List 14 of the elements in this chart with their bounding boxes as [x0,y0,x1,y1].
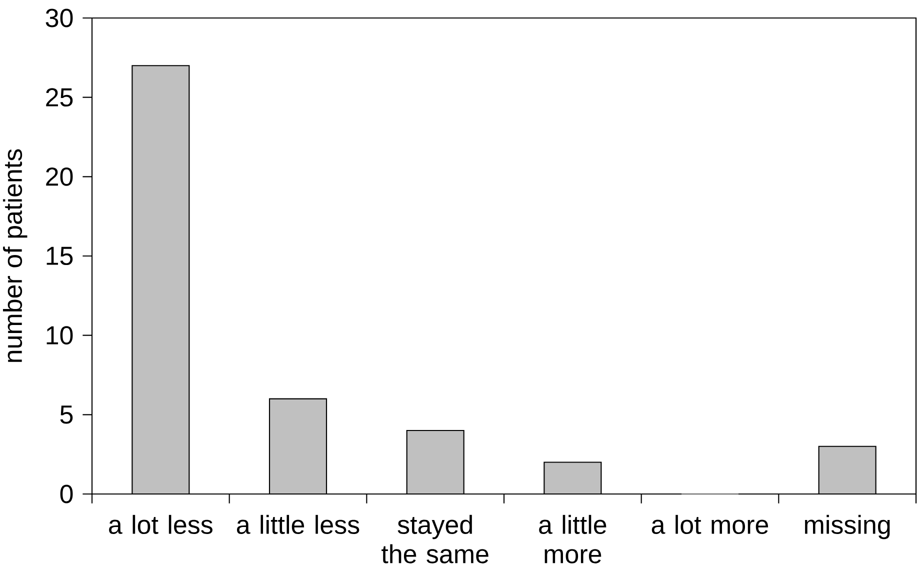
x-tick-label: a little more [539,514,606,564]
y-tick-label: 30 [46,8,73,28]
x-tick-label: a lot less [109,514,212,534]
y-tick-label: 20 [46,167,73,186]
y-tick-label: 10 [46,326,73,345]
x-tick-label: stayed the same [382,514,488,564]
x-tick-label: a little less [236,514,360,534]
x-tick-label: missing [805,514,890,540]
y-tick-label: 5 [60,406,73,424]
y-tick-label: 15 [46,246,73,266]
x-tick-label: a lot more [652,514,768,534]
y-axis-title: number of patients [2,149,28,362]
y-tick-label: 0 [60,484,73,504]
y-tick-label: 25 [46,88,73,107]
